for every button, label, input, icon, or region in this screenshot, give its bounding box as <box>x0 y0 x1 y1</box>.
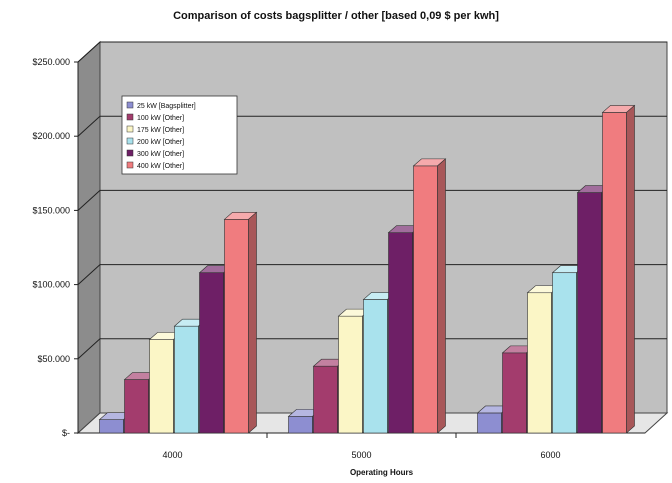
legend-swatch <box>126 113 134 121</box>
bar <box>412 158 447 434</box>
legend-item: 300 kW [Other] <box>126 149 184 158</box>
bar-front <box>288 416 313 434</box>
bar-front <box>224 219 249 434</box>
gridline <box>77 41 667 63</box>
bar-front <box>502 352 527 434</box>
y-tick-label: $250.000 <box>32 57 70 67</box>
bar-front <box>477 412 502 434</box>
side-wall <box>77 40 101 435</box>
legend: 25 kW [Bagsplitter] 100 kW [Other] 175 kW … <box>121 95 238 175</box>
bar-front <box>527 292 552 434</box>
bar-front <box>124 379 149 434</box>
legend-swatch <box>126 149 134 157</box>
legend-item: 200 kW [Other] <box>126 137 184 146</box>
gridlines <box>77 41 667 360</box>
x-axis-categories: 4000 5000 6000 <box>162 433 561 460</box>
x-axis-title: Operating Hours <box>350 468 414 477</box>
legend-swatch <box>126 137 134 145</box>
y-tick-label: $150.000 <box>32 205 70 215</box>
bar-front <box>199 272 224 434</box>
bar-front <box>388 232 413 434</box>
x-category-label: 5000 <box>351 450 371 460</box>
bar-front <box>313 365 338 434</box>
legend-box <box>121 95 238 175</box>
y-tick-label: $100.000 <box>32 280 70 290</box>
bar-front <box>99 419 124 434</box>
x-category-label: 6000 <box>540 450 560 460</box>
legend-swatch <box>126 125 134 133</box>
bar-side <box>248 211 257 434</box>
legend-item: 100 kW [Other] <box>126 113 184 122</box>
bar <box>601 104 636 434</box>
legend-item: 400 kW [Other] <box>126 161 184 170</box>
legend-label: 400 kW [Other] <box>137 163 184 170</box>
bar-front <box>413 165 438 434</box>
legend-item: 175 kW [Other] <box>126 125 184 134</box>
legend-label: 25 kW [Bagsplitter] <box>137 103 196 110</box>
bar-front <box>149 339 174 434</box>
legend-item: 25 kW [Bagsplitter] <box>126 101 196 110</box>
y-tick-label: $- <box>62 428 70 438</box>
gridline <box>77 338 667 360</box>
legend-label: 175 kW [Other] <box>137 127 184 134</box>
legend-label: 300 kW [Other] <box>137 151 184 158</box>
gridline <box>77 115 667 137</box>
bar-front <box>577 192 602 434</box>
y-tick-label: $200.000 <box>32 131 70 141</box>
bar-side <box>437 158 446 434</box>
gridline <box>77 264 667 285</box>
chart-title: Comparison of costs bagsplitter / other … <box>173 10 499 22</box>
bar <box>223 211 258 434</box>
x-category-label: 4000 <box>162 450 182 460</box>
legend-swatch <box>126 101 134 109</box>
bars <box>98 104 636 434</box>
bar-front <box>602 112 627 434</box>
legend-label: 100 kW [Other] <box>137 115 184 122</box>
bar-side <box>626 104 635 434</box>
bar-front <box>363 299 388 434</box>
bar-front <box>174 325 199 434</box>
legend-label: 200 kW [Other] <box>137 139 184 146</box>
bar-front <box>552 272 577 434</box>
legend-swatch <box>126 161 134 169</box>
gridline <box>77 189 667 211</box>
bar-front <box>338 315 363 434</box>
y-tick-label: $50.000 <box>37 354 70 364</box>
